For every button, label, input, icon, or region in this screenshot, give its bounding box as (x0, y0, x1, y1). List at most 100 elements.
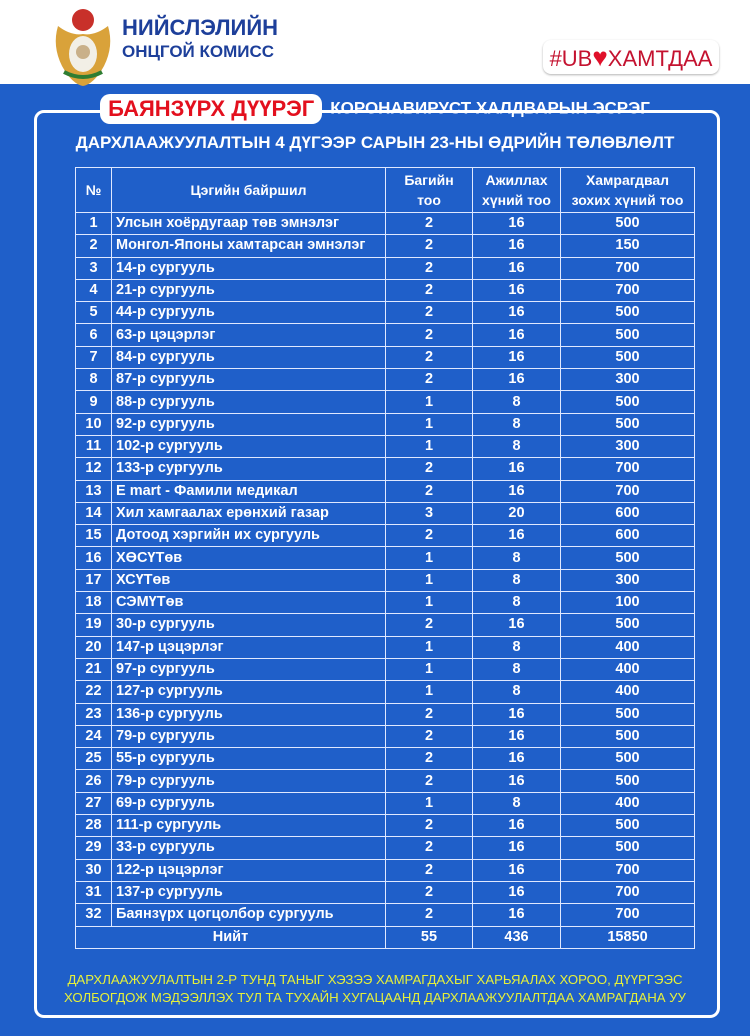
col-location: Цэгийн байршил (111, 167, 386, 213)
row-teams: 2 (385, 858, 473, 882)
content-panel (34, 110, 720, 1018)
row-number: 16 (75, 546, 112, 570)
table-row: 25 55-р сургууль 2 16 500 (75, 747, 695, 771)
row-people: 150 (560, 234, 695, 258)
row-number: 2 (75, 234, 112, 258)
row-staff: 16 (472, 457, 561, 481)
row-location: 44-р сургууль (111, 301, 386, 325)
row-teams: 2 (385, 903, 473, 927)
row-staff: 16 (472, 814, 561, 838)
row-staff: 16 (472, 234, 561, 258)
city-emblem-logo (55, 9, 111, 86)
row-staff: 8 (472, 434, 561, 459)
row-people: 300 (560, 434, 695, 459)
row-number: 7 (75, 345, 112, 370)
table-row: 21 97-р сургууль 1 8 400 (75, 657, 695, 682)
table-row: 29 33-р сургууль 2 16 500 (75, 836, 695, 860)
table-header-row: № Цэгийн байршил Багийн тоо Ажиллах хүни… (75, 167, 695, 213)
total-people: 15850 (560, 925, 695, 949)
row-number: 29 (75, 836, 112, 860)
row-number: 10 (75, 412, 112, 436)
table-row: 16 ХӨСҮТөв 1 8 500 (75, 546, 695, 570)
row-location: 88-р сургууль (111, 390, 386, 414)
row-staff: 8 (472, 635, 561, 659)
row-teams: 3 (385, 501, 473, 526)
table-row: 18 СЭМҮТөв 1 8 100 (75, 591, 695, 615)
row-staff: 16 (472, 256, 561, 280)
row-teams: 1 (385, 657, 473, 682)
row-staff: 16 (472, 702, 561, 726)
table-row: 8 87-р сургууль 2 16 300 (75, 368, 695, 392)
table-row: 5 44-р сургууль 2 16 500 (75, 301, 695, 325)
row-teams: 2 (385, 769, 473, 793)
row-staff: 8 (472, 657, 561, 682)
row-number: 25 (75, 747, 112, 771)
footer-notice: ДАРХЛААЖУУЛАЛТЫН 2-Р ТУНД ТАНЫГ ХЭЗЭЭ ХА… (64, 972, 686, 1005)
row-staff: 16 (472, 724, 561, 749)
schedule-table: № Цэгийн байршил Багийн тоо Ажиллах хүни… (75, 167, 695, 949)
row-people: 500 (560, 412, 695, 436)
table-row: 24 79-р сургууль 2 16 500 (75, 724, 695, 749)
row-staff: 8 (472, 680, 561, 704)
row-number: 20 (75, 635, 112, 659)
heart-icon: ♥ (592, 42, 608, 72)
row-staff: 16 (472, 769, 561, 793)
row-people: 500 (560, 769, 695, 793)
row-teams: 1 (385, 434, 473, 459)
row-teams: 2 (385, 724, 473, 749)
row-location: 127-р сургууль (111, 680, 386, 704)
row-staff: 16 (472, 211, 561, 236)
table-row: 27 69-р сургууль 1 8 400 (75, 791, 695, 816)
row-people: 500 (560, 211, 695, 236)
row-location: 97-р сургууль (111, 657, 386, 682)
row-teams: 2 (385, 234, 473, 258)
row-staff: 16 (472, 747, 561, 771)
row-location: 14-р сургууль (111, 256, 386, 280)
row-location: ХӨСҮТөв (111, 546, 386, 570)
table-row: 9 88-р сургууль 1 8 500 (75, 390, 695, 414)
row-staff: 20 (472, 501, 561, 526)
row-number: 28 (75, 814, 112, 838)
total-label: Нийт (75, 925, 386, 949)
row-number: 17 (75, 568, 112, 593)
row-location: 33-р сургууль (111, 836, 386, 860)
row-teams: 2 (385, 301, 473, 325)
row-number: 12 (75, 457, 112, 481)
row-teams: 1 (385, 546, 473, 570)
row-teams: 2 (385, 278, 473, 303)
row-staff: 16 (472, 479, 561, 503)
table-row: 3 14-р сургууль 2 16 700 (75, 256, 695, 280)
row-teams: 2 (385, 323, 473, 347)
row-number: 21 (75, 657, 112, 682)
row-people: 500 (560, 814, 695, 838)
row-people: 400 (560, 635, 695, 659)
row-location: 55-р сургууль (111, 747, 386, 771)
table-row: 22 127-р сургууль 1 8 400 (75, 680, 695, 704)
table-row: 30 122-р цэцэрлэг 2 16 700 (75, 858, 695, 882)
row-people: 500 (560, 323, 695, 347)
table-row: 12 133-р сургууль 2 16 700 (75, 457, 695, 481)
row-number: 30 (75, 858, 112, 882)
row-number: 27 (75, 791, 112, 816)
row-number: 5 (75, 301, 112, 325)
row-staff: 16 (472, 278, 561, 303)
col-staff: Ажиллах хүний тоо (472, 167, 561, 213)
row-teams: 1 (385, 680, 473, 704)
row-teams: 2 (385, 880, 473, 905)
row-teams: 1 (385, 412, 473, 436)
row-people: 500 (560, 836, 695, 860)
row-location: 122-р цэцэрлэг (111, 858, 386, 882)
row-people: 300 (560, 368, 695, 392)
row-location: Хил хамгаалах ерөнхий газар (111, 501, 386, 526)
row-number: 18 (75, 591, 112, 615)
row-staff: 16 (472, 880, 561, 905)
row-location: 111-р сургууль (111, 814, 386, 838)
row-people: 600 (560, 501, 695, 526)
page-title: БАЯНЗҮРХ ДҮҮРЭГ КОРОНАВИРУСТ ХАЛДВАРЫН ЭС… (0, 94, 750, 124)
row-number: 24 (75, 724, 112, 749)
row-people: 700 (560, 903, 695, 927)
row-people: 700 (560, 256, 695, 280)
row-people: 700 (560, 858, 695, 882)
row-location: ХСҮТөв (111, 568, 386, 593)
total-staff: 436 (472, 925, 561, 949)
